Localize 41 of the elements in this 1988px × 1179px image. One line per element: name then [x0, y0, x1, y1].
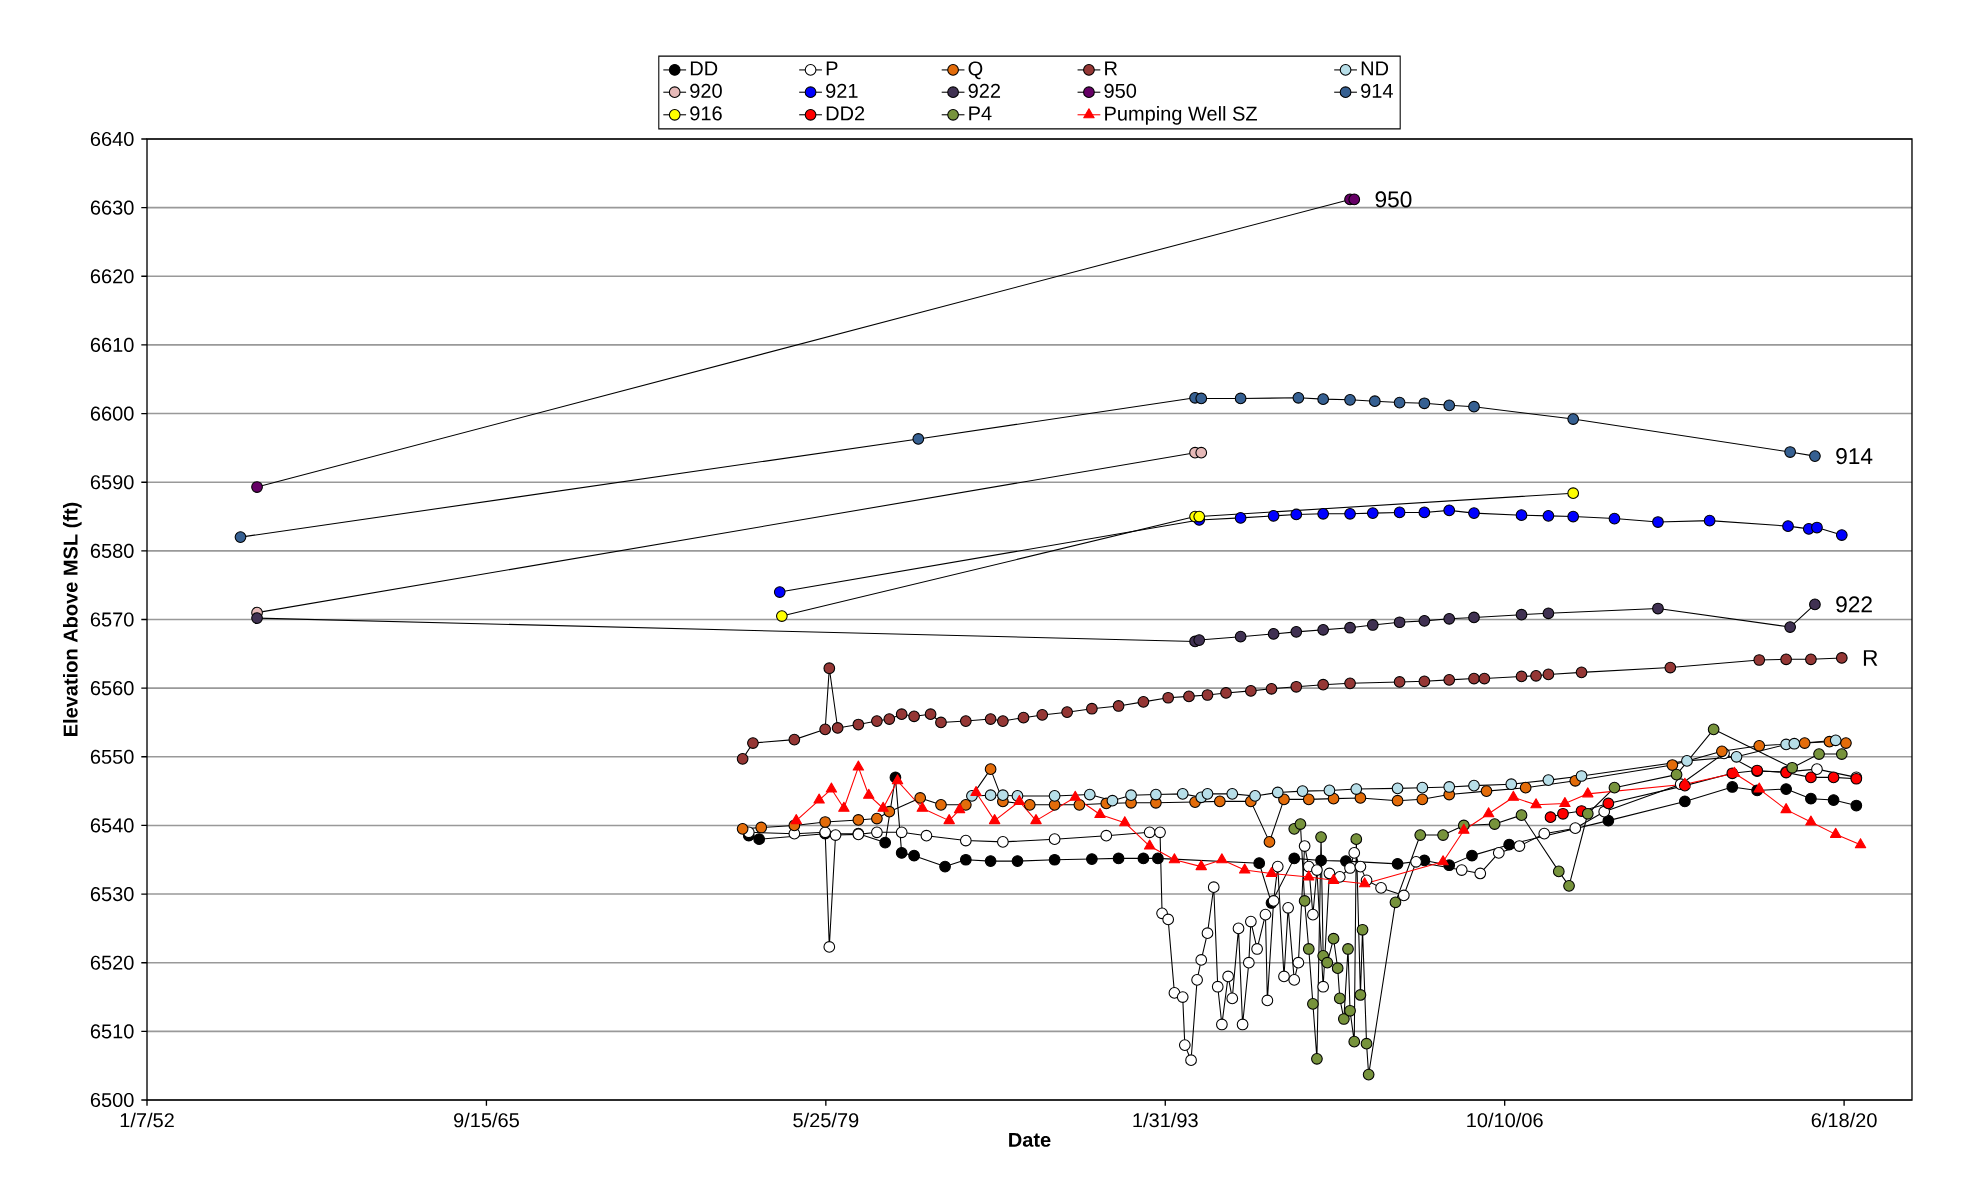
y-tick-label: 6510 — [90, 1024, 134, 1039]
legend-label: P4 — [969, 106, 992, 121]
y-tick-label: 6570 — [90, 612, 134, 627]
y-tick-label: 6640 — [90, 131, 134, 147]
x-tick-label: 6/18/20 — [1811, 1112, 1877, 1128]
legend-label: Pumping Well SZ — [1105, 106, 1257, 125]
legend-label: 922 — [968, 83, 1001, 98]
y-tick-label: 6630 — [90, 200, 134, 215]
legend-label: DD2 — [826, 106, 865, 121]
y-tick-label: 6520 — [90, 955, 134, 970]
legend-label: R — [1105, 61, 1118, 76]
y-axis-title: Elevation Above MSL (ft) — [62, 502, 82, 736]
legend-label: P — [826, 61, 838, 76]
x-axis-title: Date — [1009, 1132, 1051, 1147]
y-tick-label: 6540 — [90, 818, 134, 833]
x-tick-label: 1/31/93 — [1133, 1112, 1198, 1128]
annotation: 914 — [1836, 448, 1873, 465]
x-tick-label: 10/10/06 — [1467, 1112, 1543, 1128]
y-tick-label: 6620 — [90, 269, 134, 284]
y-tick-label: 6530 — [90, 886, 134, 902]
legend-label: ND — [1361, 61, 1389, 76]
y-tick-label: 6580 — [90, 543, 134, 558]
legend-label: 950 — [1104, 83, 1137, 98]
x-tick-label: 1/7/52 — [120, 1112, 174, 1128]
annotation: R — [1863, 650, 1878, 666]
legend-label: DD — [690, 61, 718, 76]
y-tick-label: 6560 — [90, 681, 134, 696]
annotation: 922 — [1836, 596, 1872, 613]
y-tick-label: 6610 — [90, 337, 134, 352]
legend-label: 920 — [690, 83, 722, 98]
y-tick-label: 6550 — [90, 749, 134, 764]
x-tick-label: 9/15/65 — [454, 1112, 519, 1128]
legend-label: Q — [968, 61, 983, 80]
y-tick-label: 6600 — [90, 406, 134, 421]
y-tick-label: 6500 — [90, 1092, 134, 1108]
annotation: 950 — [1375, 191, 1412, 208]
x-tick-label: 5/25/79 — [793, 1112, 859, 1128]
legend-label: 921 — [826, 83, 858, 98]
legend-label: 916 — [690, 106, 722, 121]
legend-label: 914 — [1361, 83, 1393, 98]
y-tick-label: 6590 — [90, 475, 134, 490]
